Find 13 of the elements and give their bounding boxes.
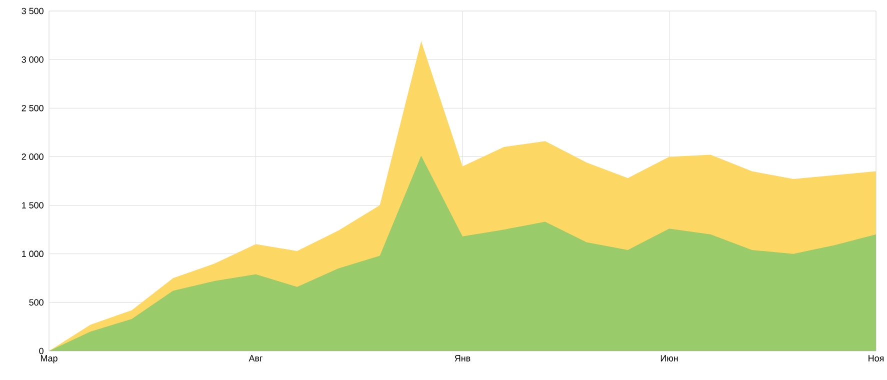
y-tick-label: 2 500 [22,104,44,112]
x-tick-label: Авг [248,355,263,362]
y-tick-label: 0 [39,348,44,354]
y-tick-label: 3 000 [22,56,44,63]
y-tick-label: 2 000 [22,154,44,160]
x-tick-label: Июн [660,355,678,362]
y-tick-label: 1 000 [22,250,44,258]
y-tick-label: 500 [29,299,44,306]
y-tick-label: 3 500 [22,8,44,14]
y-tick-label: 1 500 [22,202,44,208]
x-tick-label: Ноя [868,355,884,362]
x-tick-label: Мар [40,355,58,364]
x-tick-label: Янв [454,355,470,362]
